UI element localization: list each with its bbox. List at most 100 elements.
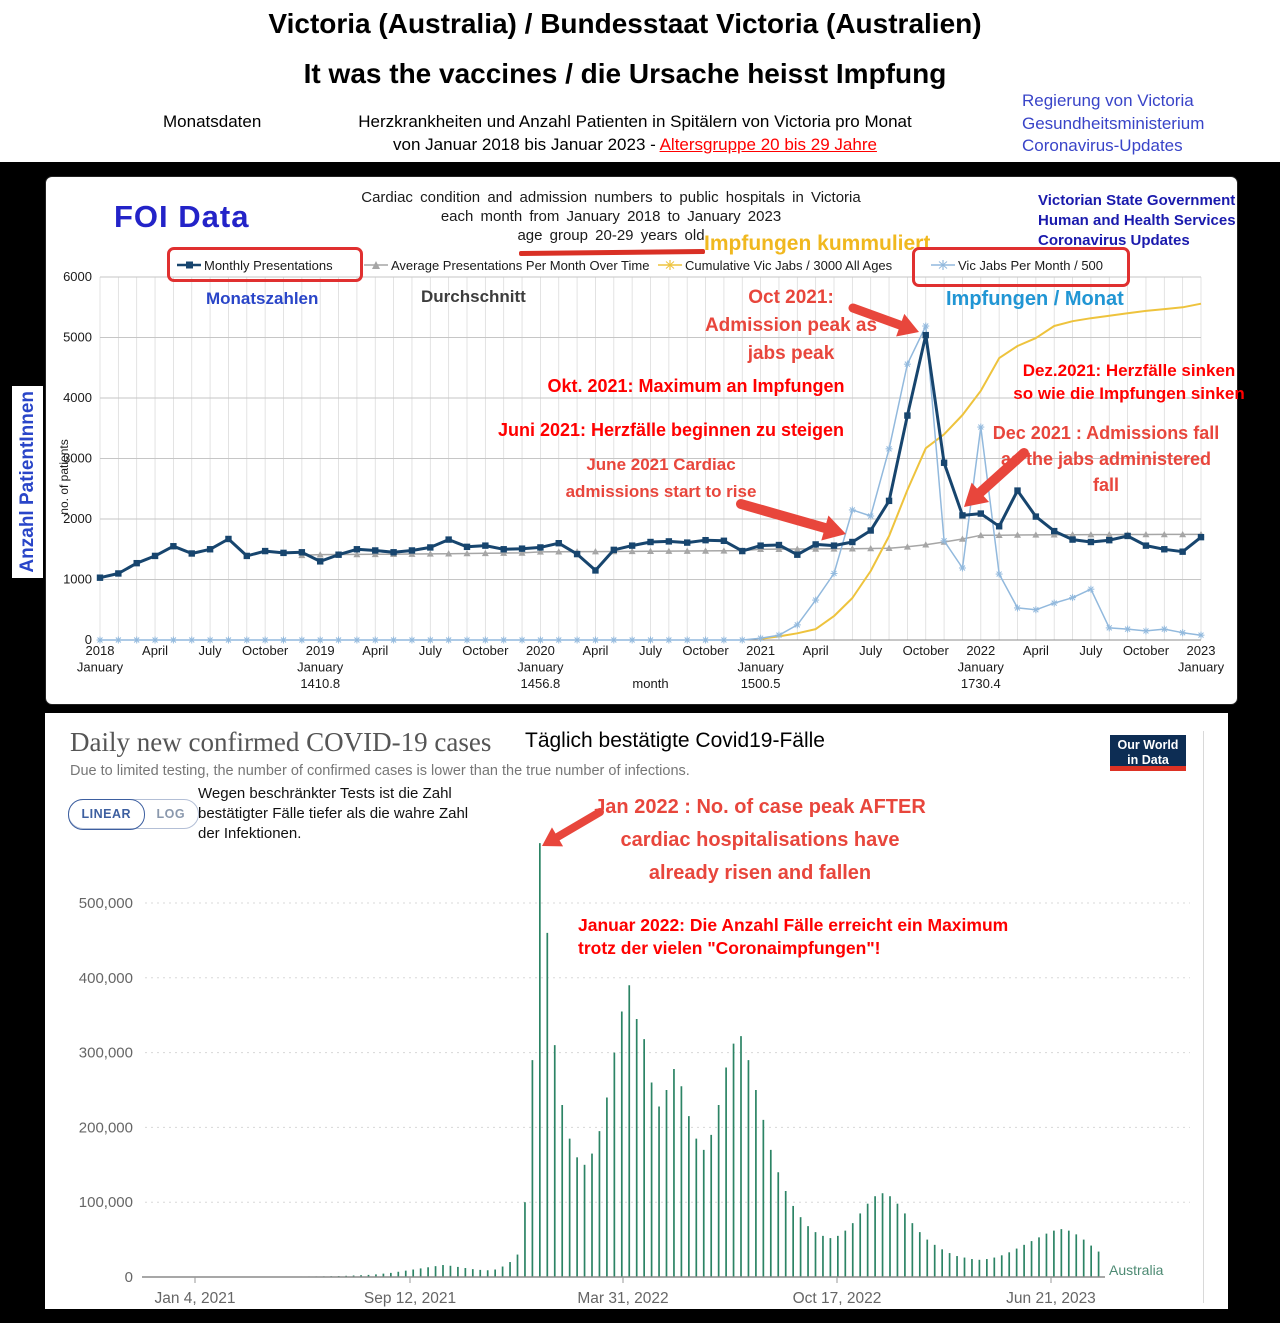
svg-text:no. of patients: no. of patients	[57, 439, 71, 514]
svg-text:1730.4: 1730.4	[961, 676, 1001, 691]
svg-text:April: April	[1023, 643, 1049, 658]
svg-text:Mar 31, 2022: Mar 31, 2022	[577, 1290, 668, 1307]
owid-german-note: Wegen beschränkter Tests ist die Zahl be…	[198, 785, 469, 842]
annotation-june-2021-en: June 2021 Cardiac admissions start to ri…	[565, 455, 757, 501]
svg-text:2021: 2021	[746, 643, 775, 658]
annotation-dec-2021-en: Dec 2021 : Admissions fall as the jabs a…	[992, 423, 1220, 495]
subtitle-line2-prefix: von Januar 2018 bis Januar 2023 -	[393, 135, 660, 154]
victorian-government-block: Victorian State Government Human and Hea…	[1038, 192, 1236, 249]
monatszahlen-label: Monatszahlen	[206, 289, 319, 308]
anzahl-patientinnen-label: Anzahl PatientInnen	[12, 386, 43, 578]
impfungen-monat-label: Impfungen / Monat	[946, 288, 1124, 310]
svg-text:January: January	[517, 660, 564, 675]
owid-logo: Our World in Data	[1110, 735, 1186, 771]
owid-logo-line2: in Data	[1127, 753, 1169, 767]
subtitle-line1: Herzkrankheiten und Anzahl Patienten in …	[358, 112, 912, 131]
svg-text:0: 0	[125, 1269, 133, 1286]
svg-text:5000: 5000	[63, 330, 92, 345]
foi-chart-canvas: 0 1000 2000 3000 4000 5000 6000 no. of patients…	[57, 269, 1225, 691]
impfungen-kummuliert-label: Impfungen kummuliert	[704, 232, 931, 255]
svg-text:1000: 1000	[63, 572, 92, 587]
svg-text:July: July	[859, 643, 883, 658]
svg-text:100,000: 100,000	[79, 1194, 133, 1211]
foi-chart-panel: 0 1000 2000 3000 4000 5000 6000 no. of patients…	[45, 176, 1245, 705]
legend-highlight-box-jabs	[912, 247, 1130, 287]
legend-item-3: Vic Jabs Per Month / 500	[931, 257, 1103, 273]
header-band: Victoria (Australia) / Bundesstaat Victo…	[0, 0, 1280, 162]
foi-title-line2: each month from January 2018 to January …	[440, 208, 782, 225]
svg-text:2000: 2000	[63, 511, 92, 526]
svg-text:January: January	[297, 660, 344, 675]
svg-text:July: July	[419, 643, 443, 658]
svg-text:1410.8: 1410.8	[300, 676, 340, 691]
svg-text:2020: 2020	[526, 643, 555, 658]
log-button[interactable]: LOG	[156, 807, 186, 821]
svg-text:January: January	[1178, 660, 1225, 675]
foi-title-line3: age group 20-29 years old	[517, 227, 705, 244]
svg-text:1456.8: 1456.8	[521, 676, 561, 691]
svg-text:April: April	[362, 643, 388, 658]
legend-item-0: Monthly Presentations	[177, 257, 333, 273]
svg-text:Sep 12, 2021: Sep 12, 2021	[364, 1290, 456, 1307]
owid-embed-edge	[1203, 731, 1204, 1303]
svg-text:2019: 2019	[306, 643, 335, 658]
svg-text:October: October	[242, 643, 289, 658]
svg-text:1500.5: 1500.5	[741, 676, 781, 691]
svg-text:Oct 17, 2022: Oct 17, 2022	[793, 1290, 882, 1307]
foi-data-label: FOI Data	[114, 199, 250, 234]
svg-text:0: 0	[85, 632, 92, 647]
svg-text:2018: 2018	[86, 643, 115, 658]
linear-button[interactable]: LINEAR	[67, 798, 146, 830]
svg-text:January: January	[958, 660, 1005, 675]
svg-text:6000: 6000	[63, 269, 92, 284]
owid-title: Daily new confirmed COVID-19 cases	[70, 727, 492, 757]
owid-title-german: Täglich bestätigte Covid19-Fälle	[525, 729, 825, 752]
svg-text:July: July	[639, 643, 663, 658]
legend-item-2: Cumulative Vic Jabs / 3000 All Ages	[658, 257, 892, 273]
svg-text:500,000: 500,000	[79, 895, 133, 912]
foi-title-line1: Cardiac condition and admission numbers …	[361, 189, 861, 206]
legend-item-1: Average Presentations Per Month Over Tim…	[364, 257, 649, 273]
annotation-dez-2021-de: Dez.2021: Herzfälle sinken so wie die Im…	[1013, 361, 1245, 403]
svg-text:July: July	[1079, 643, 1103, 658]
durchschnitt-label: Durchschnitt	[421, 287, 526, 306]
svg-text:Jan 4, 2021: Jan 4, 2021	[154, 1290, 235, 1307]
svg-text:April: April	[803, 643, 829, 658]
owid-subtitle: Due to limited testing, the number of co…	[70, 763, 690, 779]
annotation-okt-2021-de: Okt. 2021: Maximum an Impfungen	[547, 376, 845, 396]
page-title-line2: It was the vaccines / die Ursache heisst…	[303, 58, 947, 89]
svg-text:2022: 2022	[966, 643, 995, 658]
svg-text:Jun 21, 2023: Jun 21, 2023	[1006, 1290, 1096, 1307]
scale-toggle: LINEAR LOG	[67, 798, 200, 830]
svg-text:400,000: 400,000	[79, 970, 133, 987]
svg-text:3000: 3000	[63, 451, 92, 466]
government-links-block: Regierung von Victoria Gesundheitsminist…	[1022, 91, 1205, 155]
annotation-jan-2022-de: Januar 2022: Die Anzahl Fälle erreicht e…	[578, 915, 1009, 958]
svg-text:January: January	[737, 660, 784, 675]
svg-text:4000: 4000	[63, 390, 92, 405]
subtitle-line2: von Januar 2018 bis Januar 2023 - Alters…	[240, 135, 1030, 155]
svg-text:300,000: 300,000	[79, 1045, 133, 1062]
svg-text:October: October	[682, 643, 729, 658]
svg-text:April: April	[142, 643, 168, 658]
annotation-oct-2021-en: Oct 2021: Admission peak as jabs peak	[704, 287, 878, 364]
svg-text:Australia: Australia	[1109, 1262, 1164, 1278]
monatsdaten-label: Monatsdaten	[163, 112, 262, 131]
svg-text:200,000: 200,000	[79, 1119, 133, 1136]
owid-chart-panel: 0 100,000 200,000 300,000 400,000 500,000 Jan …	[45, 713, 1228, 1309]
svg-text:July: July	[199, 643, 223, 658]
svg-text:month: month	[632, 676, 668, 691]
legend-highlight-box-monthly	[167, 247, 363, 282]
owid-logo-line1: Our World	[1117, 738, 1179, 752]
annotation-jan-2022-en: Jan 2022 : No. of case peak AFTER cardia…	[594, 796, 926, 884]
page-title-line1: Victoria (Australia) / Bundesstaat Victo…	[268, 8, 982, 39]
svg-text:October: October	[462, 643, 509, 658]
annotation-juni-2021-de: Juni 2021: Herzfälle beginnen zu steigen	[497, 420, 845, 440]
svg-text:October: October	[1123, 643, 1170, 658]
subtitle-age-group: Altersgruppe 20 bis 29 Jahre	[659, 135, 877, 154]
svg-text:October: October	[903, 643, 950, 658]
svg-text:January: January	[77, 660, 124, 675]
svg-text:2023: 2023	[1187, 643, 1216, 658]
owid-chart-canvas: 0 100,000 200,000 300,000 400,000 500,000 Jan …	[79, 843, 1190, 1307]
svg-text:April: April	[582, 643, 608, 658]
